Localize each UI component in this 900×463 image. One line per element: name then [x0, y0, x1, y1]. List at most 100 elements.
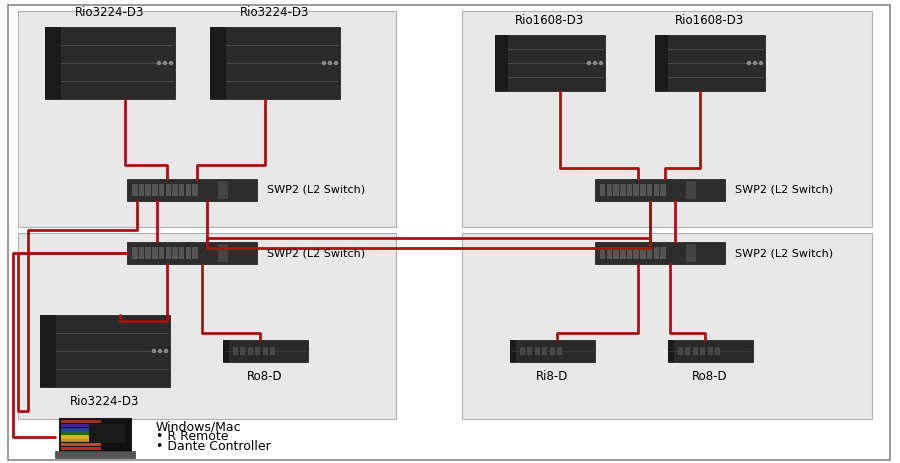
- Bar: [210, 27, 226, 99]
- Bar: [595, 179, 725, 201]
- Bar: [146, 247, 151, 259]
- Circle shape: [322, 62, 326, 64]
- Bar: [550, 347, 554, 356]
- Circle shape: [753, 62, 757, 64]
- Bar: [218, 181, 229, 199]
- Bar: [557, 347, 562, 356]
- Bar: [132, 247, 138, 259]
- Bar: [61, 439, 101, 443]
- Bar: [240, 347, 245, 356]
- Bar: [210, 27, 340, 99]
- Text: • Dante Controller: • Dante Controller: [156, 440, 271, 453]
- Bar: [59, 418, 131, 452]
- Bar: [614, 247, 619, 259]
- Bar: [661, 184, 666, 196]
- Bar: [222, 340, 230, 362]
- Bar: [40, 315, 170, 387]
- Text: SWP2 (L2 Switch): SWP2 (L2 Switch): [267, 185, 365, 195]
- Bar: [640, 184, 645, 196]
- Bar: [668, 340, 752, 362]
- Text: Ro8-D: Ro8-D: [692, 370, 728, 383]
- Bar: [152, 247, 158, 259]
- Bar: [61, 443, 101, 446]
- Bar: [61, 420, 101, 424]
- Bar: [462, 233, 872, 419]
- Bar: [634, 247, 639, 259]
- Bar: [647, 247, 652, 259]
- Bar: [716, 347, 720, 356]
- Circle shape: [169, 62, 173, 64]
- Text: Rio1608-D3: Rio1608-D3: [675, 14, 744, 27]
- Circle shape: [335, 62, 338, 64]
- Bar: [600, 184, 606, 196]
- Circle shape: [748, 62, 751, 64]
- Bar: [462, 11, 872, 227]
- Bar: [248, 347, 253, 356]
- Bar: [509, 340, 517, 362]
- Bar: [55, 451, 135, 458]
- Bar: [222, 340, 308, 362]
- Bar: [707, 347, 713, 356]
- Text: SWP2 (L2 Switch): SWP2 (L2 Switch): [735, 248, 833, 258]
- Text: Ro8-D: Ro8-D: [248, 370, 283, 383]
- Bar: [655, 36, 668, 90]
- Bar: [519, 347, 525, 356]
- Bar: [166, 247, 171, 259]
- Bar: [495, 36, 605, 90]
- Bar: [139, 247, 144, 259]
- Bar: [678, 347, 683, 356]
- Bar: [634, 184, 639, 196]
- Bar: [45, 27, 175, 99]
- Circle shape: [593, 62, 597, 64]
- Circle shape: [599, 62, 602, 64]
- Bar: [139, 184, 144, 196]
- Bar: [18, 233, 396, 419]
- Bar: [127, 242, 257, 264]
- Bar: [640, 247, 645, 259]
- Bar: [661, 247, 666, 259]
- Bar: [620, 184, 625, 196]
- Bar: [693, 347, 698, 356]
- Text: Rio1608-D3: Rio1608-D3: [516, 14, 585, 27]
- Bar: [620, 247, 625, 259]
- Bar: [626, 184, 633, 196]
- Bar: [535, 347, 540, 356]
- Bar: [263, 347, 267, 356]
- Bar: [527, 347, 532, 356]
- Bar: [185, 247, 191, 259]
- Text: • R Remote: • R Remote: [156, 431, 229, 444]
- Circle shape: [328, 62, 331, 64]
- Bar: [256, 347, 260, 356]
- Bar: [172, 247, 177, 259]
- Circle shape: [164, 62, 166, 64]
- Circle shape: [158, 62, 160, 64]
- Bar: [61, 435, 101, 438]
- Bar: [172, 184, 177, 196]
- Text: Rio3224-D3: Rio3224-D3: [240, 6, 310, 19]
- Bar: [614, 184, 619, 196]
- Bar: [158, 247, 165, 259]
- Bar: [509, 340, 595, 362]
- Circle shape: [152, 350, 156, 352]
- Bar: [179, 247, 184, 259]
- Bar: [686, 181, 697, 199]
- Bar: [668, 340, 674, 362]
- Text: Rio3224-D3: Rio3224-D3: [76, 6, 145, 19]
- Circle shape: [588, 62, 590, 64]
- Bar: [685, 347, 690, 356]
- Bar: [152, 184, 158, 196]
- Bar: [193, 184, 198, 196]
- Bar: [18, 11, 396, 227]
- Bar: [655, 36, 765, 90]
- Bar: [40, 315, 56, 387]
- Bar: [158, 184, 165, 196]
- Text: Ri8-D: Ri8-D: [536, 370, 568, 383]
- Bar: [185, 184, 191, 196]
- Bar: [700, 347, 706, 356]
- Bar: [542, 347, 547, 356]
- Text: Windows/Mac: Windows/Mac: [156, 420, 241, 433]
- Bar: [61, 428, 101, 431]
- Bar: [146, 184, 151, 196]
- Bar: [600, 247, 606, 259]
- Bar: [495, 36, 508, 90]
